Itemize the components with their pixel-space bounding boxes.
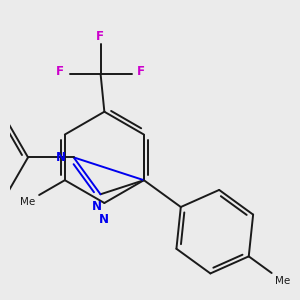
Text: Me: Me xyxy=(275,276,290,286)
Text: N: N xyxy=(92,200,101,213)
Text: Me: Me xyxy=(20,196,35,207)
Text: N: N xyxy=(56,151,65,164)
Text: F: F xyxy=(137,65,145,78)
Text: F: F xyxy=(96,30,104,43)
Text: N: N xyxy=(99,213,110,226)
Text: F: F xyxy=(56,65,64,78)
